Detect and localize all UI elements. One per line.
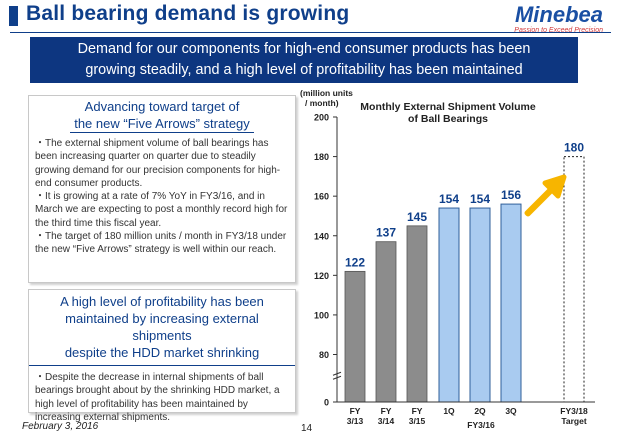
five-arrows-point-3: ・The target of 180 million units / month… xyxy=(35,231,287,256)
profitability-point: ・Despite the decrease in internal shipme… xyxy=(35,372,280,423)
x-tick-label: 1Q xyxy=(443,406,455,416)
title-bullet xyxy=(9,6,18,26)
x-tick-label: FY xyxy=(350,406,361,416)
bar-value-label: 137 xyxy=(376,226,396,240)
y-tick-label: 180 xyxy=(314,152,329,162)
y-axis-ticks: 0 80 100 120 140 160 180 200 xyxy=(314,113,342,408)
bar-4 xyxy=(438,207,460,403)
bar-value-label: 156 xyxy=(501,188,521,202)
profitability-heading-line-2: maintained by increasing external shipme… xyxy=(65,311,259,343)
chart-title-line-2: of Ball Bearings xyxy=(408,113,488,125)
logo-name: Minebea xyxy=(514,2,603,27)
profitability-body: ・Despite the decrease in internal shipme… xyxy=(29,371,295,424)
bar-series: 122 137 145 154 154 156 180 xyxy=(344,141,585,403)
bar-6 xyxy=(500,203,522,403)
profitability-heading-line-3: despite the HDD market shrinking xyxy=(64,345,260,360)
x-tick-sublabel: 3/15 xyxy=(409,416,426,426)
page-title: Ball bearing demand is growing xyxy=(26,2,350,25)
title-divider xyxy=(10,32,611,33)
bar-value-label: 154 xyxy=(439,192,459,206)
y-tick-label: 100 xyxy=(314,310,329,320)
five-arrows-panel: Advancing toward target of the new “Five… xyxy=(28,95,296,283)
x-tick-sublabel: 3/13 xyxy=(347,416,364,426)
x-tick-label: FY xyxy=(412,406,423,416)
logo-tagline: Passion to Exceed Precision xyxy=(514,27,603,34)
y-tick-label: 120 xyxy=(314,271,329,281)
page-number: 14 xyxy=(301,423,313,434)
footer-date: February 3, 2016 xyxy=(22,421,99,432)
y-axis-label-line-1: (million units xyxy=(300,88,353,98)
five-arrows-heading-line-1: Advancing toward target of xyxy=(84,99,240,114)
y-tick-label: 0 xyxy=(324,398,329,408)
bar-value-label: 145 xyxy=(407,210,427,224)
bar-3 xyxy=(406,225,428,403)
five-arrows-body: ・The external shipment volume of ball be… xyxy=(29,137,295,257)
x-tick-label: 2Q xyxy=(474,406,486,416)
x-tick-sublabel: Target xyxy=(561,416,587,426)
bar-value-label: 180 xyxy=(564,141,584,155)
y-tick-label: 140 xyxy=(314,231,329,241)
fy316-group-label: FY3/16 xyxy=(467,420,495,430)
x-tick-sublabel: 3/14 xyxy=(378,416,395,426)
bar-value-label: 154 xyxy=(470,192,490,206)
x-tick-label: 3Q xyxy=(505,406,517,416)
bar-value-label: 122 xyxy=(345,255,365,269)
growth-arrow-icon xyxy=(524,174,567,217)
five-arrows-point-2: ・It is growing at a rate of 7% YoY in FY… xyxy=(35,191,288,229)
profitability-panel: A high level of profitability has been m… xyxy=(28,289,296,423)
bar-5 xyxy=(469,207,491,403)
chart-title-line-1: Monthly External Shipment Volume xyxy=(360,101,536,113)
y-tick-label: 80 xyxy=(319,350,329,360)
company-logo: Minebea Passion to Exceed Precision xyxy=(514,2,603,35)
bar-1 xyxy=(344,270,366,403)
five-arrows-point-1: ・The external shipment volume of ball be… xyxy=(35,138,281,189)
y-tick-label: 200 xyxy=(314,113,329,123)
bar-7 xyxy=(563,156,585,403)
summary-banner: Demand for our components for high-end c… xyxy=(30,37,578,83)
x-tick-label: FY3/18 xyxy=(560,406,588,416)
bar-2 xyxy=(375,241,397,403)
five-arrows-heading: Advancing toward target of the new “Five… xyxy=(29,96,295,133)
profitability-heading: A high level of profitability has been m… xyxy=(29,290,295,366)
x-tick-label: FY xyxy=(381,406,392,416)
y-tick-label: 160 xyxy=(314,192,329,202)
five-arrows-heading-line-2: the new “Five Arrows” strategy xyxy=(70,115,254,133)
banner-line-2: growing steadily, and a high level of pr… xyxy=(85,62,523,78)
y-axis-label-line-2: / month) xyxy=(305,98,339,108)
profitability-heading-line-1: A high level of profitability has been xyxy=(60,294,264,309)
banner-line-1: Demand for our components for high-end c… xyxy=(77,41,531,57)
